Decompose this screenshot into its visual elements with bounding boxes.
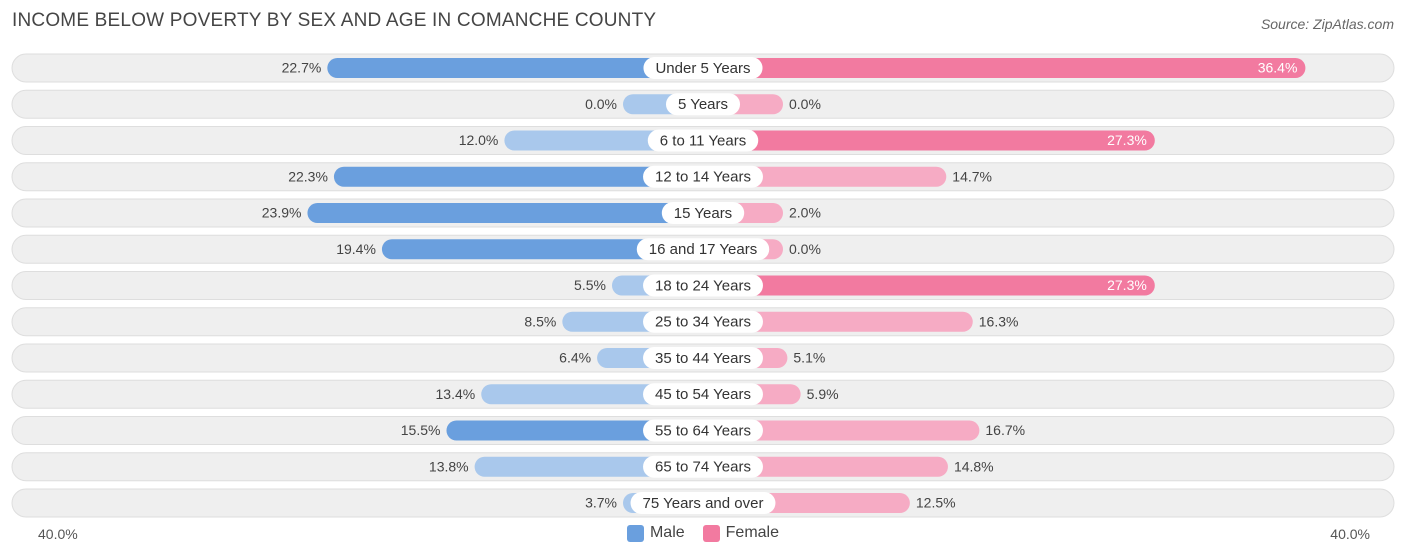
female-bar xyxy=(703,166,947,187)
male-bar xyxy=(446,420,703,441)
female-value-label: 5.1% xyxy=(793,350,825,366)
female-value-label: 16.3% xyxy=(979,313,1019,329)
category-pill xyxy=(643,274,763,297)
category-pill xyxy=(643,347,763,369)
legend-item-female: Female xyxy=(702,524,780,542)
male-bar xyxy=(327,58,703,78)
female-value-label: 5.9% xyxy=(807,386,839,402)
category-label: 6 to 11 Years xyxy=(660,132,746,149)
male-bar xyxy=(381,239,703,260)
legend-label-male: Male xyxy=(649,524,685,541)
female-bar xyxy=(703,456,948,477)
legend: Male Female xyxy=(0,524,1406,542)
category-pill xyxy=(643,165,763,188)
category-label: 15 Years xyxy=(674,205,732,222)
category-pill xyxy=(636,238,770,261)
female-value-label: 2.0% xyxy=(789,205,821,221)
category-pill xyxy=(665,93,741,116)
bar-chart: 22.7% 36.4% Under 5 Years 0.0% 0.0% 5 Years 12… xyxy=(11,53,1395,518)
chart-title: INCOME BELOW POVERTY BY SEX AND AGE IN C… xyxy=(12,10,657,31)
female-value-label: 27.3% xyxy=(1107,277,1147,293)
category-label: 16 and 17 Years xyxy=(649,241,757,258)
female-bar xyxy=(703,58,1306,78)
source-label: Source: ZipAtlas.com xyxy=(1260,16,1394,32)
legend-item-male: Male xyxy=(626,524,685,542)
female-value-label: 16.7% xyxy=(985,422,1025,438)
category-label: 35 to 44 Years xyxy=(655,350,751,367)
category-pill xyxy=(643,455,763,478)
male-value-label: 15.5% xyxy=(401,422,441,438)
male-value-label: 22.7% xyxy=(282,60,322,76)
male-value-label: 8.5% xyxy=(524,313,556,329)
category-label: 65 to 74 Years xyxy=(655,459,751,476)
male-value-label: 13.8% xyxy=(429,458,469,474)
axis-min-label: 40.0% xyxy=(38,526,78,542)
male-value-label: 12.0% xyxy=(459,132,499,148)
female-value-label: 36.4% xyxy=(1258,60,1298,76)
legend-label-female: Female xyxy=(725,524,780,541)
male-value-label: 23.9% xyxy=(262,205,302,221)
female-bar xyxy=(703,420,980,441)
category-label: 45 to 54 Years xyxy=(655,386,751,403)
category-label: 25 to 34 Years xyxy=(655,314,751,331)
male-value-label: 5.5% xyxy=(574,277,606,293)
category-label: 18 to 24 Years xyxy=(655,277,751,294)
category-pill xyxy=(643,57,763,79)
category-label: 5 Years xyxy=(678,96,728,113)
female-bar xyxy=(703,275,1155,296)
male-value-label: 19.4% xyxy=(336,241,376,257)
female-value-label: 27.3% xyxy=(1107,132,1147,148)
female-value-label: 12.5% xyxy=(916,495,956,511)
category-pill xyxy=(661,202,745,224)
axis-max-label: 40.0% xyxy=(1330,526,1370,542)
female-bar xyxy=(703,311,973,332)
male-bar xyxy=(307,203,703,223)
female-value-label: 14.8% xyxy=(954,458,994,474)
legend-swatch-female xyxy=(702,524,720,542)
female-value-label: 0.0% xyxy=(789,241,821,257)
category-pill xyxy=(647,129,759,152)
female-value-label: 0.0% xyxy=(789,96,821,112)
male-value-label: 13.4% xyxy=(436,386,476,402)
male-value-label: 6.4% xyxy=(559,350,591,366)
category-label: Under 5 Years xyxy=(655,60,750,77)
female-bar xyxy=(703,130,1155,151)
legend-swatch-male xyxy=(626,524,644,542)
male-value-label: 0.0% xyxy=(585,96,617,112)
female-value-label: 14.7% xyxy=(952,168,992,184)
category-pill xyxy=(643,383,763,406)
male-bar xyxy=(333,166,703,187)
category-label: 55 to 64 Years xyxy=(655,422,751,439)
category-label: 12 to 14 Years xyxy=(655,169,751,186)
category-pill xyxy=(630,492,776,514)
category-label: 75 Years and over xyxy=(643,495,764,512)
male-value-label: 3.7% xyxy=(585,495,617,511)
category-pill xyxy=(643,310,763,333)
male-value-label: 22.3% xyxy=(288,168,328,184)
category-pill xyxy=(643,419,763,442)
